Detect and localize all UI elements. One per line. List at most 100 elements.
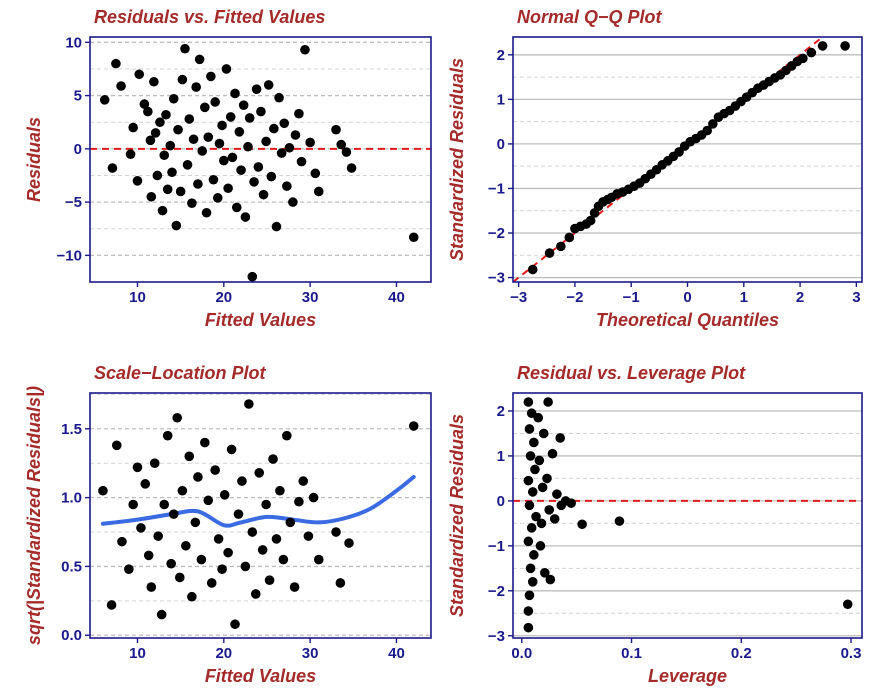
residuals-vs-fitted-x-tick-label: 30 [302, 289, 319, 306]
scale-location-point [308, 492, 319, 503]
residuals-vs-fitted-x-tick-label: 40 [388, 289, 405, 306]
scale-location-point [172, 412, 182, 423]
residuals-vs-fitted-point [236, 165, 246, 175]
scale-location-panel: 10 20 30 40 0.0 0.5 1.0 1.5 Scale−Location Plot F… [24, 363, 432, 686]
residuals-vs-fitted-point [271, 221, 282, 232]
residuals-vs-fitted-point [125, 149, 136, 159]
residual-vs-leverage-point [525, 563, 536, 574]
residuals-vs-fitted-point [331, 124, 341, 135]
residuals-vs-fitted-point [188, 134, 199, 145]
residuals-vs-fitted-point [99, 95, 110, 105]
residuals-vs-fitted-point [157, 205, 168, 216]
residuals-vs-fitted-point [111, 58, 121, 69]
residuals-vs-fitted-point [290, 130, 301, 140]
residual-vs-leverage-point [537, 482, 548, 493]
scale-location-point [193, 472, 203, 482]
scale-location-point [247, 527, 258, 537]
residuals-vs-fitted-plot-area [90, 43, 431, 282]
scale-location-point [223, 547, 233, 558]
residuals-vs-fitted-point [274, 92, 284, 103]
residuals-vs-fitted-point [182, 160, 193, 170]
scale-location-point [206, 578, 217, 588]
scale-location-point [264, 575, 275, 585]
residuals-vs-fitted-point [116, 81, 126, 91]
normal-qq-point [806, 47, 817, 58]
residuals-vs-fitted-point [221, 64, 232, 74]
residual-vs-leverage-point [526, 523, 537, 533]
normal-qq-point [798, 53, 808, 64]
residual-vs-leverage-y-tick-label: 1 [497, 448, 505, 465]
scale-location-point [98, 485, 108, 496]
residuals-vs-fitted-point [132, 176, 143, 186]
residuals-vs-fitted-point [243, 141, 253, 152]
normal-qq-x-tick-label: −2 [566, 289, 583, 306]
residuals-vs-fitted-point [203, 132, 214, 142]
scale-location-point [106, 600, 117, 610]
residuals-vs-fitted-point [247, 271, 258, 282]
residuals-vs-fitted-point [300, 44, 310, 55]
scale-location-y-axis-label: sqrt(|Standardized Residuals|) [24, 386, 44, 645]
residual-vs-leverage-y-tick-label: −1 [488, 538, 505, 555]
residuals-vs-fitted-point [217, 120, 227, 131]
scale-location-point [244, 399, 254, 409]
residuals-vs-fitted-point [168, 93, 179, 104]
residuals-vs-fitted-point [139, 99, 150, 109]
residual-vs-leverage-point [524, 500, 535, 511]
scale-location-point [240, 561, 251, 572]
residuals-vs-fitted-point [227, 152, 238, 163]
residual-vs-leverage-y-axis-label: Standardized Residuals [447, 414, 467, 617]
residuals-vs-fitted-point [206, 71, 216, 82]
normal-qq-x-tick-label: −1 [623, 289, 640, 306]
residual-vs-leverage-point [529, 437, 539, 448]
residuals-vs-fitted-point [225, 112, 236, 122]
residual-vs-leverage-point [534, 455, 545, 466]
scale-location-point [136, 523, 146, 533]
residual-vs-leverage-x-tick-label: 0.3 [841, 645, 862, 662]
residual-vs-leverage-y-tick-label: 0 [497, 493, 505, 510]
residuals-vs-fitted-point [336, 139, 347, 150]
residuals-vs-fitted-point [279, 118, 290, 129]
residual-vs-leverage-point [540, 568, 550, 578]
residuals-vs-fitted-point [128, 122, 138, 133]
scale-location-point [153, 531, 163, 541]
scale-location-point [285, 517, 296, 528]
residuals-vs-fitted-point [240, 212, 251, 222]
normal-qq-point [544, 248, 555, 258]
residuals-vs-fitted-point [201, 207, 212, 218]
residual-vs-leverage-point [566, 498, 576, 508]
residual-vs-leverage-point [523, 536, 534, 547]
residuals-vs-fitted-point [162, 184, 173, 195]
residual-vs-leverage-point [552, 489, 562, 499]
residuals-vs-fitted-point [173, 124, 183, 135]
residuals-vs-fitted-point [200, 102, 210, 113]
scale-location-y-tick-label: 0.5 [61, 558, 82, 575]
normal-qq-x-tick-label: 3 [852, 289, 860, 306]
scale-location-point [254, 468, 265, 478]
residuals-vs-fitted-point [266, 171, 277, 182]
scale-location-y-tick-label: 1.0 [61, 490, 82, 507]
scale-location-point [132, 462, 143, 473]
residuals-vs-fitted-point [263, 80, 274, 90]
normal-qq-y-tick-label: 0 [497, 136, 505, 153]
residual-vs-leverage-point [524, 424, 535, 434]
residuals-vs-fitted-point [249, 177, 259, 187]
residual-vs-leverage-point [577, 519, 587, 530]
residual-vs-leverage-point [533, 412, 544, 423]
residuals-vs-fitted-point [346, 163, 357, 173]
residuals-vs-fitted-point [251, 84, 262, 94]
residuals-vs-fitted-point [296, 156, 307, 167]
residuals-vs-fitted-point [210, 97, 220, 107]
residuals-vs-fitted-title: Residuals vs. Fitted Values [94, 7, 325, 27]
scale-location-point [217, 564, 227, 574]
residuals-vs-fitted-point [184, 114, 195, 124]
residual-vs-leverage-frame [512, 392, 863, 639]
residuals-vs-fitted-point [244, 113, 255, 123]
scale-location-point [335, 578, 346, 588]
residuals-vs-fitted-point [197, 146, 208, 156]
residuals-vs-fitted-point [208, 174, 219, 185]
normal-qq-x-axis-label: Theoretical Quantiles [596, 310, 779, 330]
residual-vs-leverage-point [555, 433, 565, 443]
residuals-vs-fitted-x-tick-label: 10 [129, 289, 146, 306]
scale-location-point [143, 550, 154, 561]
scale-location-point [111, 440, 122, 451]
